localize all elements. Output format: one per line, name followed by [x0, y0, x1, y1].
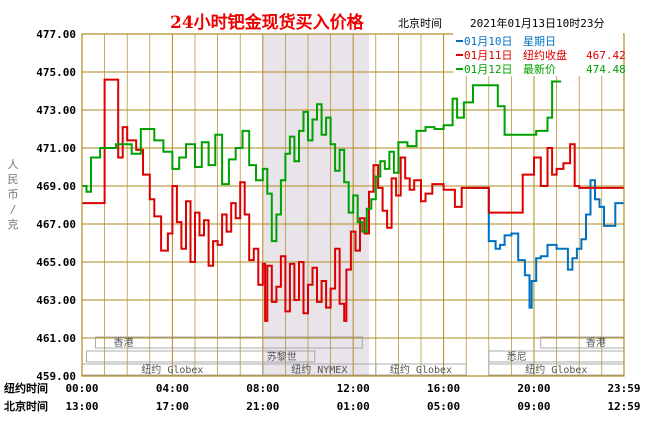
- y-tick-label: 459.00: [36, 370, 76, 383]
- plot-frame: [81, 33, 625, 377]
- y-tick-label: 463.00: [36, 294, 76, 307]
- y-tick-label: 467.00: [36, 218, 76, 231]
- y-tick-label: 465.00: [36, 256, 76, 269]
- x-tick-label: 08:00: [246, 382, 279, 395]
- x-tick-label: 12:00: [337, 382, 370, 395]
- x-tick-label: 20:00: [517, 382, 550, 395]
- x-tick-label: 13:00: [65, 400, 98, 413]
- legend-box: [453, 33, 623, 76]
- y-tick-label: 469.00: [36, 180, 76, 193]
- x-tick-label: 23:59: [607, 382, 640, 395]
- series-line-2: [82, 78, 624, 322]
- y-axis-title-char: 人: [8, 158, 19, 171]
- datetime-label: 2021年01月13日10时23分: [470, 16, 604, 30]
- x-tick-label: 21:00: [246, 400, 279, 413]
- x-tick-label: 00:00: [65, 382, 98, 395]
- x-tick-labels: 纽约时间 00:00 04:00 08:00 12:00 16:00 20:00 23:59 北…: [4, 381, 641, 413]
- x-tick-label: 09:00: [517, 400, 550, 413]
- x-row-label: 纽约时间: [4, 381, 48, 395]
- session-bar: [95, 336, 363, 349]
- y-tick-label: 471.00: [36, 142, 76, 155]
- session-label: 纽约 NYMEX: [291, 363, 347, 376]
- y-axis-title: 人民币 / 克: [8, 158, 19, 231]
- legend-value: 474.48: [586, 63, 626, 76]
- session-label: 悉尼: [507, 351, 527, 363]
- legend-date: 01月11日: [464, 49, 513, 62]
- session-label: 苏黎世: [267, 350, 297, 363]
- x-tick-label: 04:00: [156, 382, 189, 395]
- y-tick-label: 477.00: [36, 28, 76, 41]
- x-tick-label: 01:00: [337, 400, 370, 413]
- price-series: [82, 78, 624, 322]
- x-tick-label: 16:00: [427, 382, 460, 395]
- legend-info: 星期日: [523, 35, 556, 48]
- y-axis-title-char: 克: [8, 218, 19, 231]
- legend-value: 467.42: [586, 49, 626, 62]
- x-tick-label: 12:59: [607, 400, 640, 413]
- y-tick-label: 473.00: [36, 104, 76, 117]
- y-tick-label: 475.00: [36, 66, 76, 79]
- legend-date: 01月10日: [464, 35, 513, 48]
- legend-info: 纽约收盘: [523, 48, 567, 62]
- session-bar: [375, 363, 467, 376]
- y-axis-title-char: 币: [8, 188, 19, 201]
- series-line-1: [466, 179, 624, 309]
- session-label: 香港: [114, 337, 134, 349]
- x-tick-label: 05:00: [427, 400, 460, 413]
- y-tick-label: 461.00: [36, 332, 76, 345]
- x-row-label: 北京时间: [4, 399, 48, 413]
- session-label: 纽约 Globex: [141, 363, 203, 376]
- session-label: 纽约 Globex: [390, 363, 452, 376]
- y-axis-title-char: /: [10, 203, 17, 216]
- y-axis-title-char: 民: [8, 173, 19, 186]
- series-line-3: [82, 80, 562, 243]
- chart-title: 24小时钯金现货买入价格: [170, 12, 365, 33]
- legend-info: 最新价: [523, 62, 556, 76]
- x-tick-label: 17:00: [156, 400, 189, 413]
- legend-date: 01月12日: [464, 63, 513, 76]
- time-zone-label: 北京时间: [398, 16, 442, 30]
- legend: 01月10日 星期日 01月11日 纽约收盘 467.42 01月12日 最新价 474.48: [453, 33, 626, 76]
- session-bar: [86, 350, 316, 363]
- session-label: 纽约 Globex: [525, 363, 587, 376]
- y-tick-labels: 477.00 475.00 473.00 471.00 469.00 467.00 465.…: [36, 28, 76, 383]
- y-axis-label: 人民币 / 克: [8, 158, 19, 231]
- session-label: 香港: [586, 337, 606, 349]
